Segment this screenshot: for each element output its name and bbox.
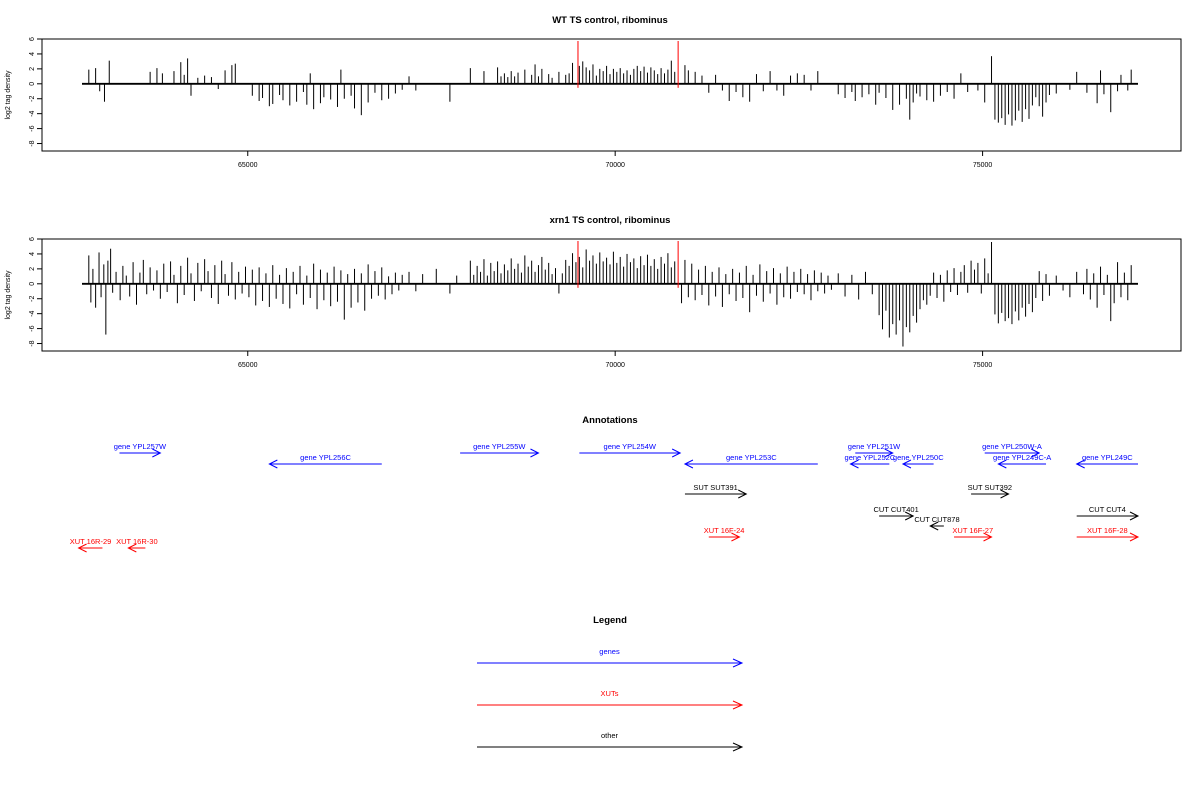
feature-label: XUT 16R-30: [116, 537, 158, 546]
feature-arrowhead: [1030, 448, 1041, 458]
legend: Legend genes XUTs other: [477, 615, 744, 752]
feature-arrowhead: [731, 532, 741, 542]
feature-label: gene YPL249C: [1082, 453, 1133, 462]
legend-label: other: [601, 731, 619, 740]
feature-label: XUT 16R-29: [70, 537, 112, 546]
y-tick-label: -4: [29, 310, 36, 316]
annotations-title: Annotations: [582, 415, 637, 426]
feature-label: XUT 16F-28: [1087, 526, 1128, 535]
feature-label: gene YPL251W: [848, 442, 901, 451]
feature-arrowhead: [1129, 511, 1140, 521]
feature-arrowhead: [738, 489, 748, 499]
feature-label: gene YPL255W: [473, 442, 526, 451]
wt-coverage-panel: WT TS control, ribominus log2 tag densit…: [5, 15, 1182, 169]
x-tick-label: 70000: [605, 162, 625, 169]
feature-arrowhead: [849, 459, 859, 469]
y-tick-label: -6: [29, 325, 36, 331]
panel-title: xrn1 TS control, ribominus: [550, 215, 671, 226]
feature-arrowhead: [929, 521, 939, 531]
feature-label: gene YPL257W: [114, 442, 167, 451]
y-tick-label: 4: [29, 52, 36, 56]
y-tick-label: -2: [29, 296, 36, 302]
y-tick-label: -8: [29, 140, 36, 146]
legend-label: genes: [599, 647, 620, 656]
feature-arrowhead: [1000, 489, 1010, 499]
y-tick-label: 2: [29, 67, 36, 71]
legend-entries: genes XUTs other: [477, 647, 744, 752]
feature-arrowhead: [683, 459, 694, 469]
feature-label: SUT SUT392: [968, 483, 1012, 492]
feature-arrowhead: [901, 459, 912, 469]
feature-label: gene YPL250W-A: [982, 442, 1042, 451]
coverage-bars: 6 4 2 0 -2 -4 -6 -8 65000 70000 75000: [29, 37, 1182, 169]
feature-arrowhead: [1129, 532, 1140, 542]
coverage-bars: 6 4 2 0 -2 -4 -6 -8 65000 70000 75000: [29, 237, 1182, 369]
feature-arrowhead: [152, 448, 162, 458]
feature-arrowhead: [530, 448, 540, 458]
legend-arrowhead: [732, 658, 744, 668]
y-tick-label: 6: [29, 237, 36, 241]
plot-frame: [41, 38, 1182, 152]
xrn1-coverage-panel: xrn1 TS control, ribominus log2 tag dens…: [5, 215, 1182, 369]
x-tick-label: 65000: [238, 162, 258, 169]
x-tick-label: 70000: [605, 362, 625, 369]
y-axis-label: log2 tag density: [5, 70, 12, 120]
legend-arrowhead: [732, 700, 744, 710]
feature-arrowhead: [1075, 459, 1085, 469]
plot-frame: [41, 238, 1182, 352]
feature-arrowhead: [997, 459, 1007, 469]
panel-title: WT TS control, ribominus: [552, 15, 668, 26]
annotation-features: gene YPL257W gene YPL256C gene YPL255W gene…: [70, 442, 1140, 553]
y-tick-label: -4: [29, 110, 36, 116]
y-tick-label: 2: [29, 267, 36, 271]
feature-label: gene YPL249C-A: [993, 453, 1051, 462]
feature-label: XUT 16F-24: [704, 526, 745, 535]
feature-arrowhead: [77, 543, 87, 553]
feature-label: gene YPL256C: [300, 453, 351, 462]
y-tick-label: -6: [29, 125, 36, 131]
feature-arrowhead: [268, 459, 278, 469]
feature-label: CUT CUT878: [914, 515, 959, 524]
legend-title: Legend: [593, 615, 627, 626]
feature-label: gene YPL252C: [845, 453, 896, 462]
feature-label: gene YPL250C: [893, 453, 944, 462]
feature-label: XUT 16F-27: [952, 526, 993, 535]
legend-label: XUTs: [601, 689, 619, 698]
y-tick-label: 4: [29, 252, 36, 256]
y-tick-label: 0: [29, 282, 36, 286]
feature-label: gene YPL254W: [604, 442, 657, 451]
x-tick-label: 75000: [973, 162, 993, 169]
y-tick-label: -2: [29, 96, 36, 102]
feature-arrowhead: [671, 448, 682, 458]
feature-arrowhead: [904, 511, 915, 521]
legend-arrowhead: [732, 742, 744, 752]
feature-label: CUT CUT401: [873, 505, 918, 514]
feature-label: SUT SUT391: [693, 483, 737, 492]
feature-label: CUT CUT4: [1089, 505, 1126, 514]
y-tick-label: -8: [29, 340, 36, 346]
x-tick-label: 75000: [973, 362, 993, 369]
y-tick-label: 0: [29, 82, 36, 86]
x-tick-label: 65000: [238, 362, 258, 369]
y-tick-label: 6: [29, 37, 36, 41]
feature-arrowhead: [884, 448, 894, 458]
feature-arrowhead: [127, 543, 137, 553]
feature-arrowhead: [983, 532, 993, 542]
feature-label: gene YPL253C: [726, 453, 777, 462]
y-axis-label: log2 tag density: [5, 270, 12, 320]
